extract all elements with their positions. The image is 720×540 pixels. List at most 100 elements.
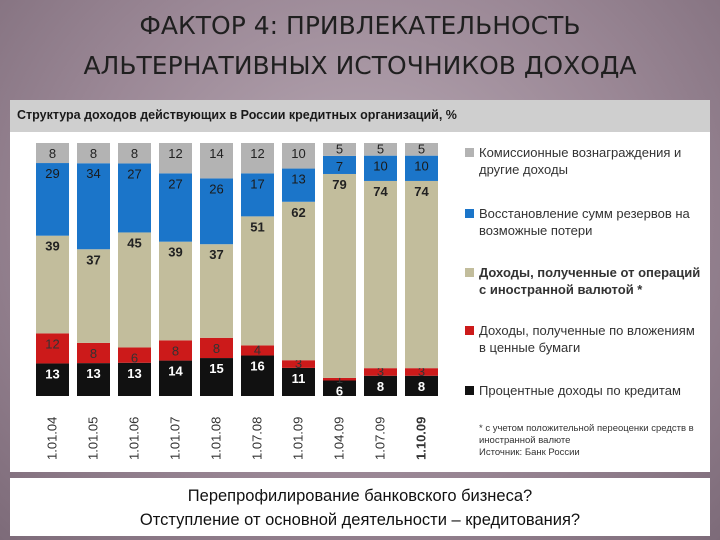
data-label-loans-1: 13 — [45, 366, 59, 381]
x-tick-label-6: 1.07.08 — [250, 417, 265, 460]
data-label-commission-7: 10 — [291, 146, 305, 161]
data-label-reserves-6: 17 — [250, 176, 264, 191]
x-tick-label-9: 1.07.09 — [373, 417, 388, 460]
data-label-loans-6: 16 — [250, 359, 264, 374]
bar-segment-loans-10 — [405, 375, 438, 396]
bar-segment-reserves-9 — [364, 155, 397, 181]
data-label-fx-10: 74 — [414, 184, 429, 199]
legend-item-securities: Доходы, полученные по вложениям в ценные… — [465, 322, 705, 356]
stacked-bar-chart: 1312392981.01.04138373481.01.05136452781… — [36, 141, 438, 460]
bar-segment-commission-6 — [241, 143, 274, 174]
bar-segment-commission-1 — [36, 143, 69, 164]
data-label-reserves-4: 27 — [168, 176, 182, 191]
bar-segment-fx-4 — [159, 241, 192, 341]
legend-label-securities: Доходы, полученные по вложениям в ценные… — [479, 323, 695, 355]
source-note: * с учетом положительной переоценки сред… — [479, 423, 707, 459]
data-label-loans-9: 8 — [377, 379, 384, 394]
legend-label-reserves: Восстановление сумм резервов на возможны… — [479, 206, 690, 238]
slide-title: ФАКТОР 4: ПРИВЛЕКАТЕЛЬНОСТЬ АЛЬТЕРНАТИВН… — [0, 6, 720, 86]
data-label-securities-9: 3 — [377, 364, 384, 379]
bar-segment-securities-9 — [364, 368, 397, 376]
bar-segment-fx-8 — [323, 173, 356, 378]
data-label-fx-1: 39 — [45, 239, 59, 254]
bar-segment-commission-3 — [118, 143, 151, 164]
bar-segment-fx-7 — [282, 201, 315, 361]
legend-item-loans: Процентные доходы по кредитам — [465, 382, 705, 399]
legend-label-loans: Процентные доходы по кредитам — [479, 383, 681, 398]
legend-item-reserves: Восстановление сумм резервов на возможны… — [465, 205, 705, 239]
question-2: Отступление от основной деятельности – к… — [139, 511, 581, 529]
bar-segment-loans-2 — [77, 363, 110, 396]
data-label-fx-4: 39 — [168, 245, 182, 260]
data-label-securities-3: 6 — [131, 350, 138, 365]
x-tick-label-4: 1.01.07 — [168, 417, 183, 460]
data-label-reserves-1: 29 — [45, 166, 59, 181]
legend-item-commission: Комиссионные вознаграждения и другие дох… — [465, 144, 705, 178]
legend-swatch-reserves — [465, 209, 474, 218]
legend-swatch-securities — [465, 326, 474, 335]
bar-segment-fx-6 — [241, 216, 274, 346]
data-label-commission-2: 8 — [90, 146, 97, 161]
bar-segment-commission-4 — [159, 143, 192, 174]
data-label-securities-2: 8 — [90, 346, 97, 361]
bar-segment-securities-5 — [200, 337, 233, 359]
data-label-securities-8: 1 — [336, 371, 343, 386]
data-label-fx-3: 45 — [127, 235, 141, 250]
data-label-securities-10: 3 — [418, 364, 425, 379]
data-label-loans-2: 13 — [86, 366, 100, 381]
title-line-1: ФАКТОР 4: ПРИВЛЕКАТЕЛЬНОСТЬ — [139, 11, 581, 40]
bar-segment-reserves-5 — [200, 178, 233, 245]
data-label-commission-10: 5 — [418, 141, 425, 156]
question-1: Перепрофилирование банковского бизнеса? — [187, 487, 533, 505]
bar-segment-fx-5 — [200, 244, 233, 338]
data-label-reserves-3: 27 — [127, 166, 141, 181]
bar-segment-loans-4 — [159, 360, 192, 396]
data-label-commission-5: 14 — [209, 146, 223, 161]
questions-box: Перепрофилирование банковского бизнеса? … — [10, 478, 710, 536]
bar-segment-securities-1 — [36, 333, 69, 364]
chart-title-bar: Структура доходов действующих в России к… — [10, 100, 710, 132]
bar-segment-reserves-1 — [36, 163, 69, 236]
bar-segment-securities-4 — [159, 340, 192, 361]
data-label-commission-9: 5 — [377, 141, 384, 156]
x-tick-label-1: 1.01.04 — [45, 417, 60, 460]
bar-segment-commission-10 — [405, 143, 438, 156]
x-tick-label-2: 1.01.05 — [86, 417, 101, 460]
bar-segment-loans-3 — [118, 362, 151, 396]
legend-item-fx: Доходы, полученные от операций с иностра… — [465, 264, 705, 298]
bar-segment-loans-9 — [364, 375, 397, 396]
data-label-securities-6: 4 — [254, 342, 261, 357]
bar-segment-loans-7 — [282, 367, 315, 396]
footnote-text: * с учетом положительной переоценки сред… — [479, 423, 694, 446]
data-label-reserves-2: 34 — [86, 166, 100, 181]
bar-segment-commission-7 — [282, 143, 315, 169]
bar-segment-loans-1 — [36, 363, 69, 396]
data-label-reserves-5: 26 — [209, 181, 223, 196]
legend-label-fx: Доходы, полученные от операций с иностра… — [479, 265, 701, 297]
data-label-loans-10: 8 — [418, 379, 425, 394]
data-label-reserves-7: 13 — [291, 172, 305, 187]
bar-segment-securities-8 — [323, 377, 356, 381]
bar-segment-reserves-8 — [323, 155, 356, 174]
chart-panel: Структура доходов действующих в России к… — [10, 100, 710, 472]
data-label-commission-3: 8 — [131, 146, 138, 161]
x-tick-label-8: 1.04.09 — [332, 417, 347, 460]
bar-segment-reserves-4 — [159, 173, 192, 242]
legend-swatch-loans — [465, 386, 474, 395]
bar-segment-reserves-7 — [282, 168, 315, 202]
bar-segment-commission-5 — [200, 143, 233, 179]
data-label-securities-7: 3 — [295, 356, 302, 371]
data-label-commission-8: 5 — [336, 141, 343, 156]
x-tick-label-5: 1.01.08 — [209, 417, 224, 460]
data-label-reserves-10: 10 — [414, 159, 428, 174]
x-tick-label-10: 1.10.09 — [414, 417, 429, 460]
data-label-commission-6: 12 — [250, 146, 264, 161]
data-label-fx-6: 51 — [250, 219, 264, 234]
bar-segment-reserves-6 — [241, 173, 274, 217]
chart-title: Структура доходов действующих в России к… — [17, 108, 457, 122]
data-label-fx-9: 74 — [373, 184, 388, 199]
bar-segment-commission-9 — [364, 143, 397, 156]
data-label-loans-4: 14 — [168, 364, 183, 379]
bar-segment-securities-3 — [118, 347, 151, 363]
data-label-fx-2: 37 — [86, 252, 100, 267]
